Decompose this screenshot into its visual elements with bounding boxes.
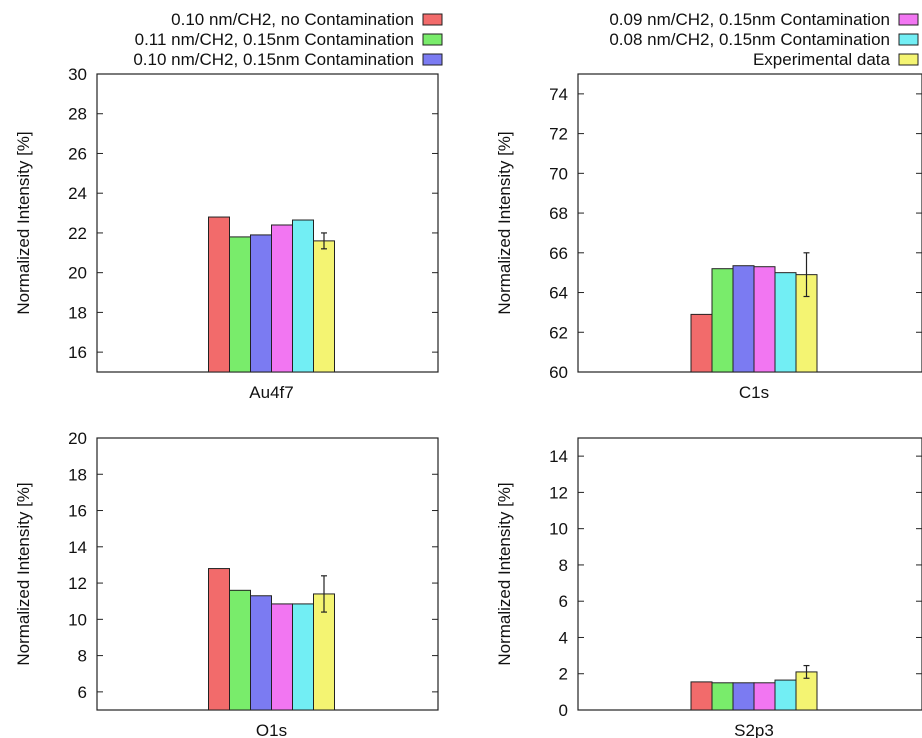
legend-label: 0.11 nm/CH2, 0.15nm Contamination bbox=[135, 30, 414, 49]
y-tick-label: 10 bbox=[549, 520, 568, 539]
chart-panel-s2p3: 0 2 4 6 8 10 12 14 Normalized Intensity [%] S2p3 bbox=[495, 437, 922, 738]
bar-4 bbox=[271, 224, 293, 373]
legend-swatch bbox=[422, 53, 443, 66]
y-tick-label: 14 bbox=[549, 447, 568, 466]
y-tick-label: 12 bbox=[549, 483, 568, 502]
y-tick-label: 4 bbox=[559, 628, 568, 647]
y-axis-label: Normalized Intensity [%] bbox=[495, 131, 514, 314]
legend-label: 0.10 nm/CH2, no Contamination bbox=[171, 10, 414, 29]
legend-swatch bbox=[898, 33, 919, 46]
y-tick-label: 18 bbox=[68, 465, 87, 484]
y-tick-label: 70 bbox=[549, 164, 568, 183]
legend-swatch bbox=[898, 13, 919, 26]
bar-2 bbox=[711, 682, 734, 711]
y-tick-label: 68 bbox=[549, 204, 568, 223]
y-tick-label: 18 bbox=[68, 303, 87, 322]
legend-label: 0.08 nm/CH2, 0.15nm Contamination bbox=[609, 30, 890, 49]
plot-frame bbox=[577, 437, 922, 711]
bar-3 bbox=[732, 265, 755, 373]
chart-panel-c1s: 60 62 64 66 68 70 72 74 Normalized Intensity [%]… bbox=[495, 73, 922, 402]
x-category-label: S2p3 bbox=[734, 721, 774, 738]
bar-2 bbox=[229, 236, 251, 373]
bar-1 bbox=[690, 313, 713, 373]
y-tick-label: 20 bbox=[68, 264, 87, 283]
legend-label: 0.10 nm/CH2, 0.15nm Contamination bbox=[133, 50, 414, 69]
legend-label: Experimental data bbox=[753, 50, 891, 69]
y-tick-label: 0 bbox=[559, 701, 568, 720]
y-tick-label: 30 bbox=[68, 65, 87, 84]
y-tick-label: 6 bbox=[559, 592, 568, 611]
y-tick-label: 6 bbox=[78, 683, 87, 702]
bar-5 bbox=[292, 603, 314, 711]
bar-5 bbox=[774, 679, 797, 711]
bar-6 bbox=[313, 240, 335, 373]
y-tick-label: 16 bbox=[68, 343, 87, 362]
bar-1 bbox=[208, 216, 230, 373]
y-axis-label: Normalized Intensity [%] bbox=[14, 131, 33, 314]
bar-3 bbox=[250, 595, 272, 711]
y-tick-label: 26 bbox=[68, 144, 87, 163]
bar-4 bbox=[753, 266, 776, 373]
bar-4 bbox=[753, 682, 776, 711]
bar-1 bbox=[690, 681, 713, 711]
y-tick-label: 2 bbox=[559, 665, 568, 684]
bar-2 bbox=[229, 589, 251, 711]
y-tick-label: 12 bbox=[68, 574, 87, 593]
y-tick-label: 22 bbox=[68, 224, 87, 243]
y-tick-label: 64 bbox=[549, 284, 568, 303]
y-axis-label: Normalized Intensity [%] bbox=[495, 482, 514, 665]
bar-2 bbox=[711, 268, 734, 373]
bar-5 bbox=[774, 272, 797, 373]
y-tick-label: 20 bbox=[68, 429, 87, 448]
y-tick-label: 8 bbox=[559, 556, 568, 575]
y-tick-label: 66 bbox=[549, 244, 568, 263]
y-axis-label: Normalized Intensity [%] bbox=[14, 482, 33, 665]
y-tick-label: 14 bbox=[68, 538, 87, 557]
y-tick-label: 16 bbox=[68, 502, 87, 521]
y-tick-label: 24 bbox=[68, 184, 87, 203]
legend-swatch bbox=[898, 53, 919, 66]
y-tick-label: 60 bbox=[549, 363, 568, 382]
bar-3 bbox=[732, 682, 755, 711]
y-tick-label: 74 bbox=[549, 85, 568, 104]
legend-label: 0.09 nm/CH2, 0.15nm Contamination bbox=[609, 10, 890, 29]
legend-swatch bbox=[422, 33, 443, 46]
chart-panel-o1s: 6 8 10 12 14 16 18 20 Normalized Intensity [%] O1… bbox=[14, 429, 439, 738]
bar-4 bbox=[271, 603, 293, 711]
legend-swatch bbox=[422, 13, 443, 26]
x-category-label: Au4f7 bbox=[249, 383, 293, 402]
chart-panel-au4f7: 16 18 20 22 24 26 28 30 Normalized Intensity [%]… bbox=[14, 65, 439, 402]
bar-1 bbox=[208, 568, 230, 711]
y-tick-label: 28 bbox=[68, 105, 87, 124]
bar-3 bbox=[250, 234, 272, 373]
x-category-label: C1s bbox=[739, 383, 769, 402]
y-tick-label: 72 bbox=[549, 125, 568, 144]
bar-5 bbox=[292, 219, 314, 373]
y-tick-label: 10 bbox=[68, 610, 87, 629]
y-tick-label: 62 bbox=[549, 323, 568, 342]
x-category-label: O1s bbox=[256, 721, 287, 738]
y-tick-label: 8 bbox=[78, 647, 87, 666]
